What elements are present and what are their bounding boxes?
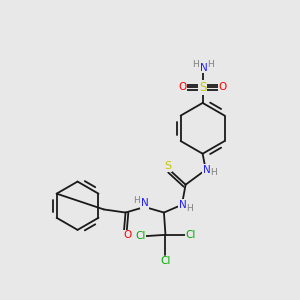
Text: O: O xyxy=(123,230,131,241)
Text: H: H xyxy=(207,60,214,69)
Text: N: N xyxy=(178,200,186,210)
Text: Cl: Cl xyxy=(135,231,145,241)
Text: S: S xyxy=(199,81,206,94)
Text: N: N xyxy=(141,198,148,208)
Text: O: O xyxy=(219,82,227,92)
Text: Cl: Cl xyxy=(160,256,171,266)
Text: S: S xyxy=(164,161,171,171)
Text: N: N xyxy=(203,165,211,175)
Text: Cl: Cl xyxy=(186,230,196,240)
Text: N: N xyxy=(200,63,207,73)
Text: H: H xyxy=(133,196,140,205)
Text: O: O xyxy=(178,82,187,92)
Text: H: H xyxy=(187,204,193,213)
Text: H: H xyxy=(192,60,199,69)
Text: H: H xyxy=(210,168,217,177)
